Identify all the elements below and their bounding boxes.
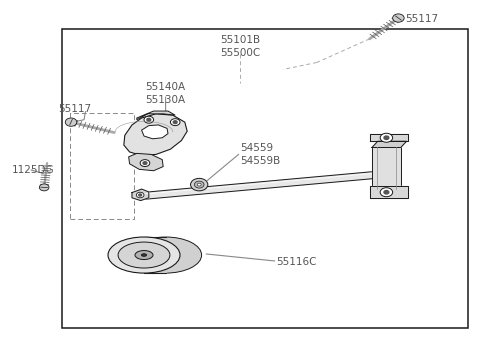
Circle shape <box>39 184 49 191</box>
Circle shape <box>170 119 180 126</box>
Circle shape <box>194 181 204 188</box>
Circle shape <box>197 183 201 186</box>
Bar <box>372 147 401 189</box>
Circle shape <box>144 116 154 123</box>
Polygon shape <box>372 141 407 147</box>
Text: 55117: 55117 <box>406 14 439 24</box>
Circle shape <box>139 194 142 196</box>
Polygon shape <box>141 172 372 200</box>
Text: 54559
54559B: 54559 54559B <box>240 143 280 166</box>
Text: 55101B
55500C: 55101B 55500C <box>220 35 260 58</box>
Circle shape <box>136 192 144 198</box>
Text: 55117: 55117 <box>58 104 91 114</box>
Ellipse shape <box>135 251 153 260</box>
Ellipse shape <box>108 237 180 273</box>
Circle shape <box>384 191 389 194</box>
Circle shape <box>173 121 177 124</box>
Circle shape <box>384 136 389 139</box>
Text: 1125DG: 1125DG <box>12 165 55 175</box>
Text: 55116C: 55116C <box>276 257 316 267</box>
Circle shape <box>140 160 150 167</box>
Circle shape <box>147 118 151 121</box>
Circle shape <box>143 162 147 164</box>
Polygon shape <box>370 186 408 198</box>
Bar <box>62 29 468 328</box>
Bar <box>70 113 134 219</box>
Ellipse shape <box>141 254 147 256</box>
Polygon shape <box>137 111 175 120</box>
Polygon shape <box>129 153 163 171</box>
Polygon shape <box>132 189 149 201</box>
Text: 55140A
55130A: 55140A 55130A <box>145 82 186 105</box>
Circle shape <box>191 178 208 191</box>
Circle shape <box>380 188 393 197</box>
Polygon shape <box>370 134 408 141</box>
Ellipse shape <box>130 237 202 273</box>
Polygon shape <box>124 114 187 155</box>
Circle shape <box>380 133 393 142</box>
Circle shape <box>65 118 77 126</box>
Polygon shape <box>142 125 168 139</box>
Ellipse shape <box>118 242 170 268</box>
Circle shape <box>393 14 404 22</box>
Polygon shape <box>144 237 166 273</box>
